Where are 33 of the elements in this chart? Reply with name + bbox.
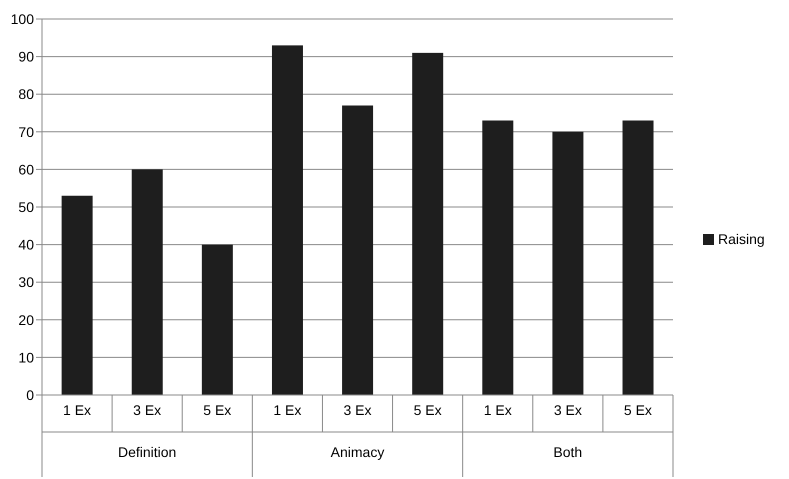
y-tick-label: 50 (18, 198, 34, 215)
y-tick-label: 10 (18, 349, 34, 366)
text: Both (552, 444, 584, 460)
x-tick-label: 5 Ex (203, 402, 232, 418)
x-tick-label: 5 Ex (624, 402, 652, 418)
bar (202, 244, 233, 395)
x-tick-label: 1 Ex (63, 402, 92, 418)
y-tick-label: 20 (18, 312, 34, 328)
y-tick-label: 100 (10, 10, 34, 27)
text: Animacy (330, 444, 386, 460)
x-tick-label: 3 Ex (554, 402, 582, 418)
y-tick-label: 60 (18, 161, 34, 178)
bar (272, 45, 303, 395)
x-tick-label: 3 Ex (133, 402, 162, 418)
bar (482, 120, 514, 395)
bar (552, 132, 584, 395)
legend-label: Raising (718, 230, 765, 246)
x-tick-label: 5 Ex (414, 402, 442, 418)
bar (62, 196, 93, 395)
x-tick-label: 1 Ex (273, 402, 302, 418)
x-tick-label: 3 Ex (343, 402, 372, 418)
bar (132, 169, 163, 395)
y-tick-label: 90 (18, 48, 34, 65)
bar (342, 105, 374, 395)
y-tick-label: 80 (18, 86, 34, 102)
bar (622, 120, 654, 395)
x-tick-label: 1 Ex (484, 402, 512, 418)
y-tick-label: 40 (18, 236, 34, 253)
text: Definition (116, 444, 178, 460)
y-tick-label: 30 (18, 274, 34, 290)
y-tick-label: 70 (18, 124, 34, 140)
bar (412, 52, 444, 395)
y-tick-label: 0 (26, 386, 34, 403)
